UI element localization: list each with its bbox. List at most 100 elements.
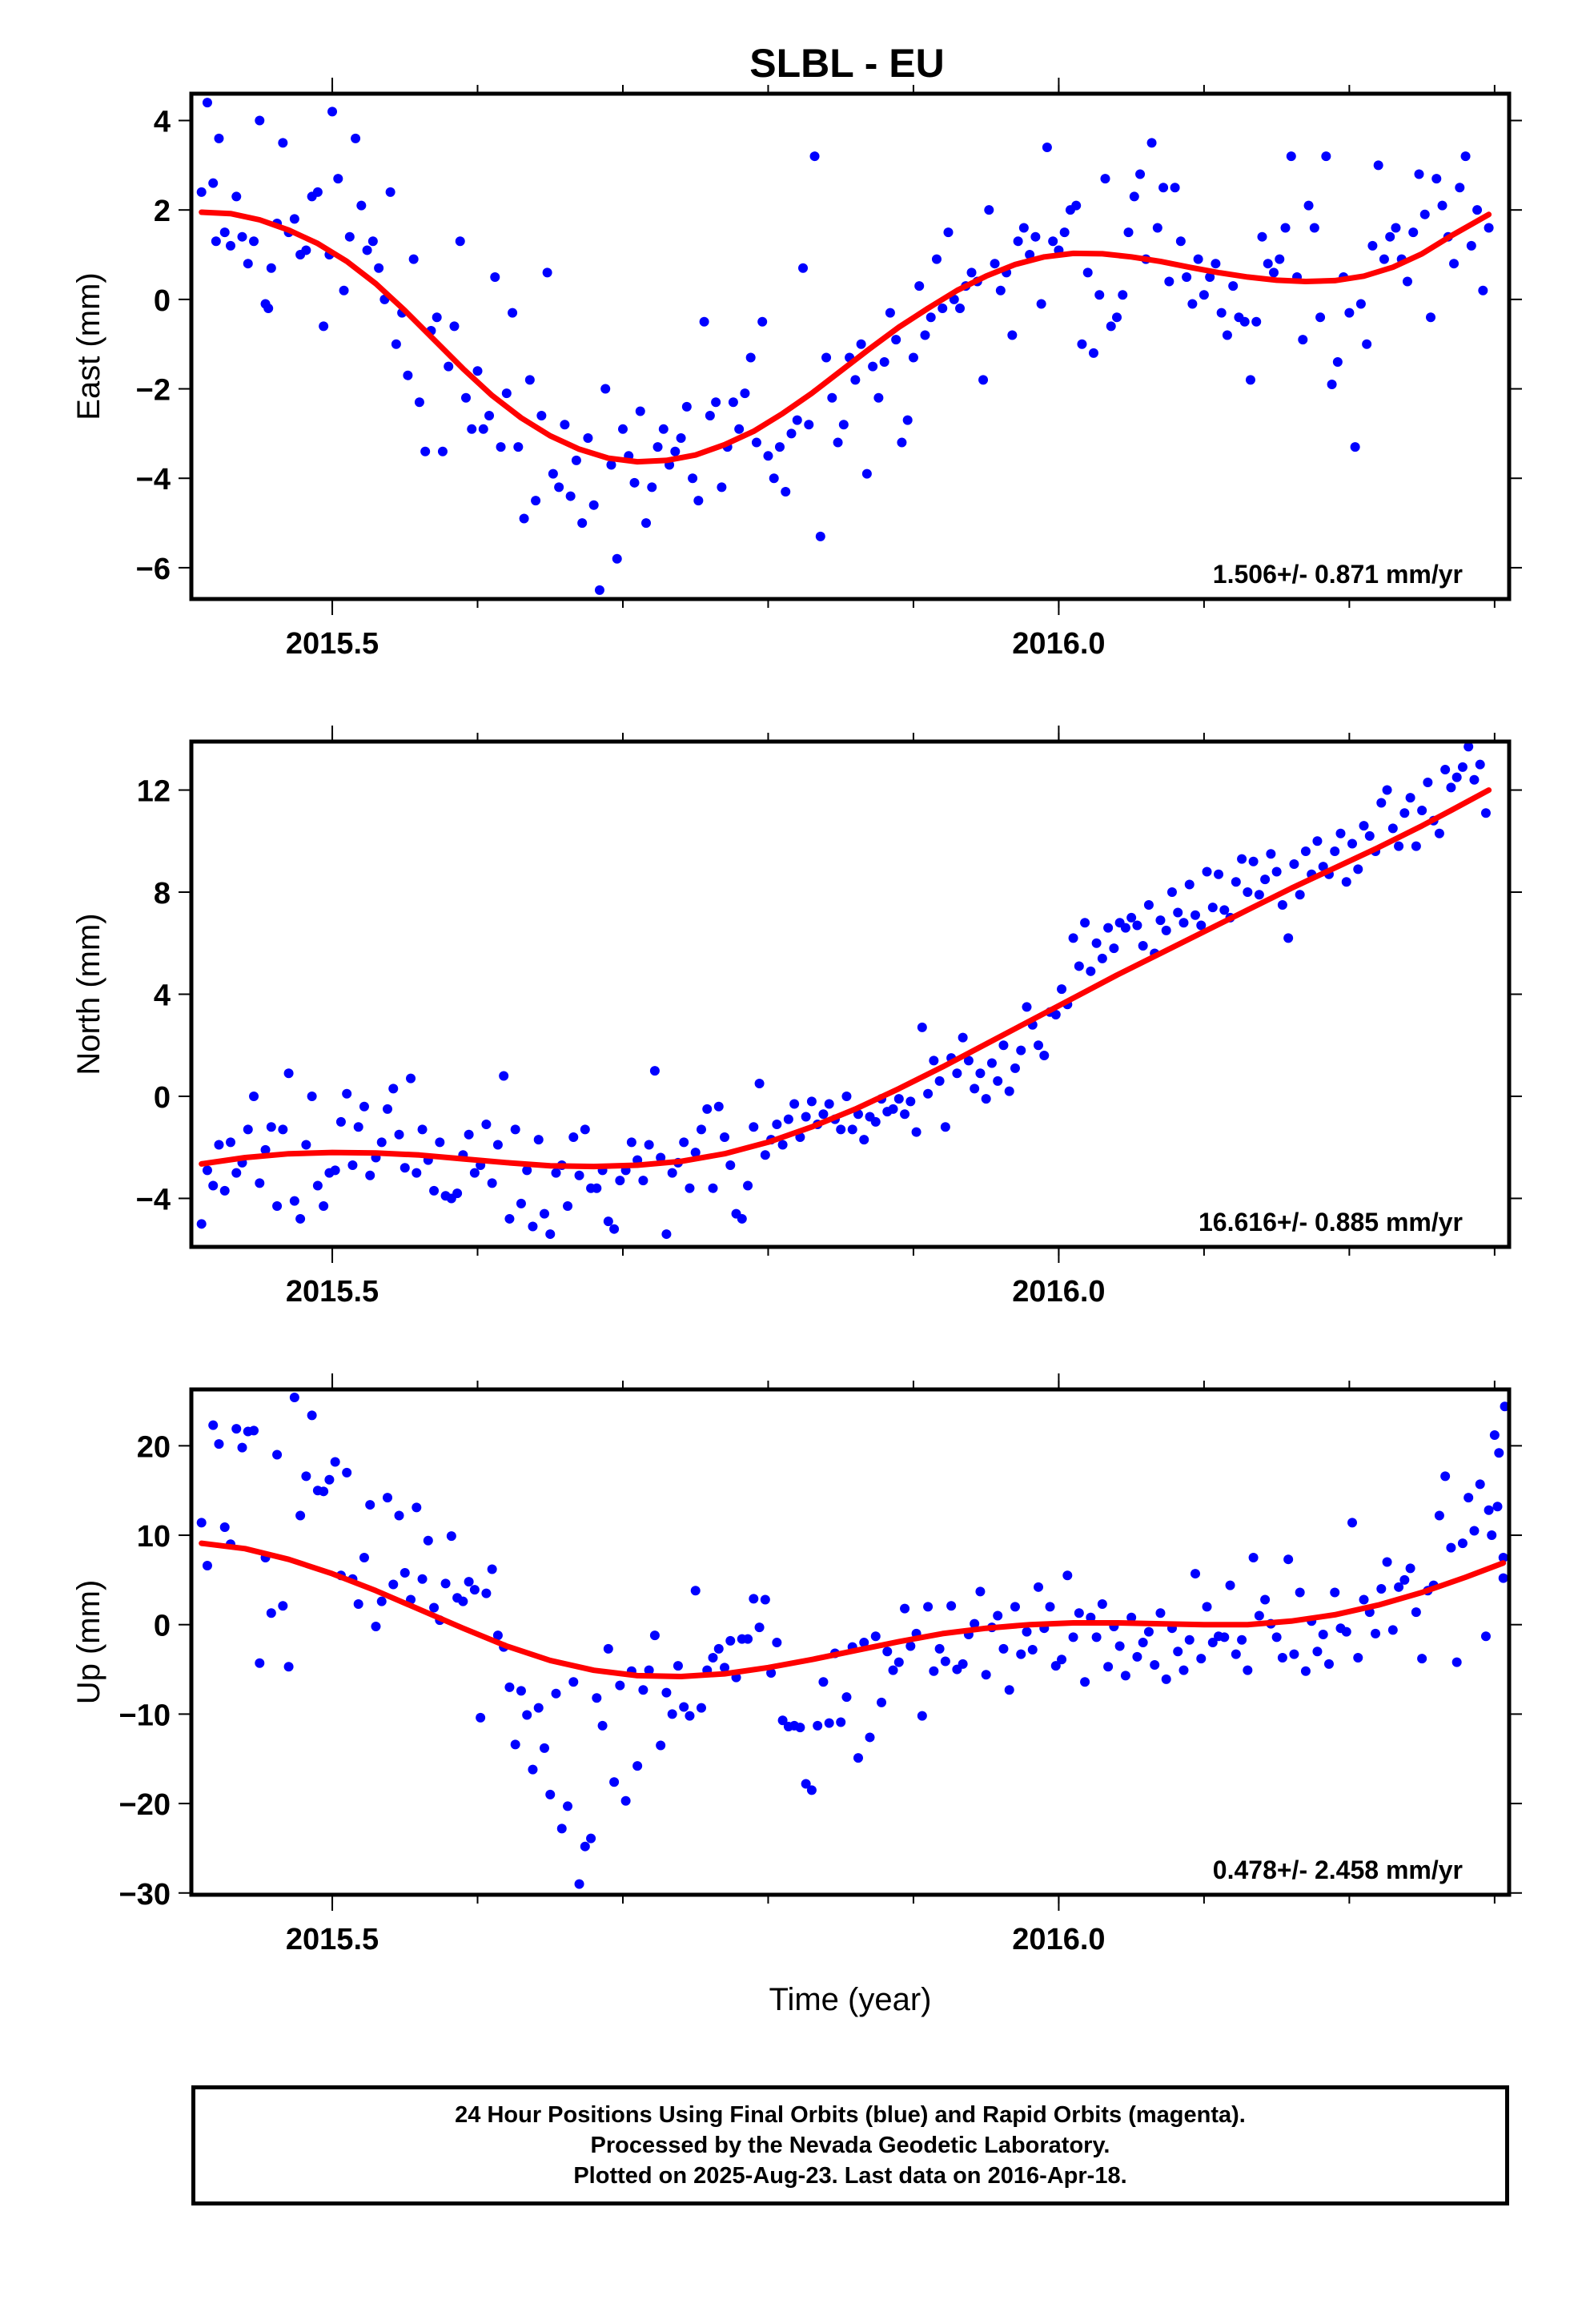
- data-point: [225, 240, 235, 251]
- data-point: [743, 1634, 753, 1644]
- data-point: [603, 1216, 613, 1227]
- data-point: [295, 1510, 306, 1521]
- data-point: [231, 1424, 242, 1434]
- data-point: [487, 1178, 497, 1188]
- data-point: [551, 1688, 561, 1699]
- data-point: [594, 585, 604, 595]
- data-point: [394, 1129, 404, 1140]
- y-axis-label: North (mm): [71, 913, 106, 1075]
- data-point: [920, 330, 930, 340]
- data-point: [600, 384, 611, 394]
- data-point: [865, 1732, 875, 1743]
- data-point: [1399, 1574, 1410, 1585]
- data-point: [873, 392, 884, 403]
- data-point: [548, 468, 558, 479]
- y-tick-label: 12: [137, 775, 171, 809]
- data-point: [1263, 259, 1273, 269]
- data-point: [870, 1116, 881, 1127]
- data-point: [1150, 1659, 1160, 1670]
- data-point: [1205, 271, 1215, 282]
- caption-line-1: 24 Hour Positions Using Final Orbits (bl…: [455, 2102, 1246, 2128]
- data-point: [1100, 174, 1110, 184]
- data-point: [688, 473, 698, 484]
- data-point: [754, 1622, 765, 1633]
- data-point: [926, 312, 936, 323]
- data-point: [469, 1168, 480, 1178]
- data-point: [400, 1567, 410, 1578]
- data-point: [1004, 1685, 1014, 1695]
- data-point: [260, 1144, 271, 1155]
- data-point: [1103, 1662, 1114, 1672]
- data-point: [449, 321, 460, 332]
- data-point: [1219, 1632, 1230, 1642]
- data-point: [536, 411, 547, 421]
- data-point: [374, 263, 384, 273]
- data-point: [1434, 828, 1444, 838]
- data-point: [1254, 1610, 1264, 1621]
- data-point: [519, 513, 529, 524]
- y-tick-label: 4: [154, 979, 171, 1013]
- data-point: [970, 1618, 980, 1629]
- data-point: [1423, 777, 1433, 787]
- data-point: [1025, 250, 1035, 260]
- data-point: [1475, 1479, 1485, 1490]
- data-point: [1109, 943, 1119, 954]
- data-point: [1367, 240, 1378, 251]
- data-point: [757, 316, 768, 327]
- data-point: [1312, 836, 1323, 846]
- data-point: [574, 1879, 584, 1889]
- data-point: [801, 1112, 811, 1122]
- data-point: [1419, 209, 1430, 219]
- data-point: [1335, 828, 1346, 838]
- data-point: [1196, 1654, 1207, 1664]
- data-point: [539, 1208, 549, 1219]
- data-point: [1178, 1665, 1189, 1675]
- data-point: [661, 1229, 672, 1240]
- data-point: [510, 1124, 520, 1135]
- data-point: [231, 1168, 242, 1178]
- data-point: [603, 1643, 613, 1654]
- data-point: [1460, 151, 1471, 162]
- data-point: [266, 1122, 276, 1132]
- data-point: [685, 1711, 695, 1721]
- data-point: [301, 1471, 311, 1482]
- data-point: [667, 1709, 677, 1719]
- data-point: [1048, 236, 1058, 247]
- data-point: [783, 1114, 793, 1124]
- data-point: [1199, 290, 1209, 300]
- data-point: [1184, 1634, 1195, 1645]
- data-point: [580, 1124, 590, 1135]
- data-point: [289, 214, 299, 224]
- panel-up: 2015.5 2016.0 −30 −20 −10 0 10 20 Up (mm) 0.478+/…: [71, 1373, 1522, 2017]
- data-point: [551, 1168, 561, 1178]
- data-point: [1219, 905, 1230, 915]
- data-point: [934, 1643, 945, 1654]
- data-point: [496, 442, 506, 452]
- data-point: [693, 496, 704, 506]
- data-point: [1152, 223, 1162, 233]
- data-point: [760, 1150, 770, 1160]
- data-point: [219, 227, 230, 238]
- data-point: [888, 1665, 898, 1675]
- y-tick-label: 0: [154, 284, 171, 318]
- data-point: [1132, 920, 1142, 931]
- data-point: [1068, 1632, 1078, 1642]
- data-point: [1196, 920, 1207, 931]
- data-point: [734, 424, 745, 434]
- data-point: [917, 1022, 927, 1032]
- data-point: [667, 1168, 677, 1178]
- data-point: [952, 1068, 962, 1079]
- data-point: [1120, 923, 1130, 933]
- data-point: [690, 1586, 701, 1596]
- data-point: [362, 245, 372, 255]
- data-point: [1237, 854, 1247, 864]
- data-point: [406, 1073, 416, 1084]
- data-point: [676, 432, 686, 443]
- data-point: [943, 227, 954, 238]
- data-point: [1417, 1654, 1427, 1664]
- data-point: [1086, 1612, 1096, 1622]
- caption-line-2: Processed by the Nevada Geodetic Laborat…: [590, 2133, 1110, 2158]
- data-point: [789, 1099, 800, 1109]
- data-point: [1126, 1612, 1137, 1622]
- data-point: [1214, 869, 1224, 879]
